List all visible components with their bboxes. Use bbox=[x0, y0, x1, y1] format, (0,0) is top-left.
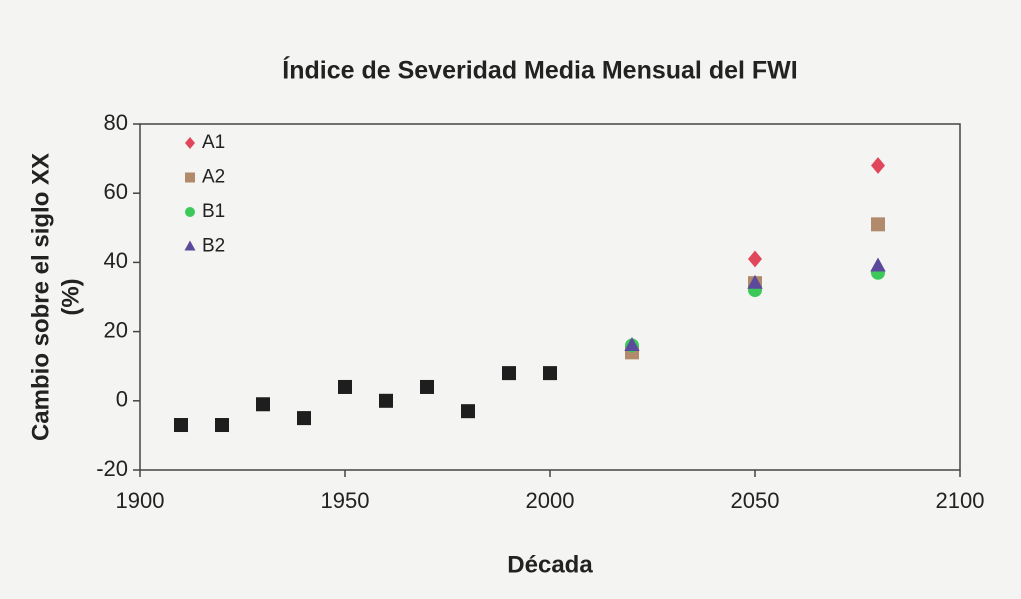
data-point bbox=[748, 250, 762, 268]
legend-label: A2 bbox=[202, 167, 225, 188]
x-tick-label: 2050 bbox=[731, 488, 780, 513]
y-tick-label: 80 bbox=[104, 110, 128, 135]
y-tick-label: -20 bbox=[96, 456, 128, 481]
data-point bbox=[338, 379, 352, 394]
legend-marker bbox=[184, 240, 196, 251]
legend-marker bbox=[185, 137, 195, 149]
data-point bbox=[624, 337, 640, 352]
x-tick-label: 2000 bbox=[526, 488, 575, 513]
chart-title: Índice de Severidad Media Mensual del FW… bbox=[282, 56, 797, 85]
data-point bbox=[871, 217, 885, 232]
legend-marker bbox=[185, 207, 195, 217]
data-point bbox=[215, 418, 229, 433]
x-axis-label: Década bbox=[507, 551, 593, 578]
data-point bbox=[502, 366, 516, 381]
data-point bbox=[420, 379, 434, 394]
data-point bbox=[379, 393, 393, 408]
data-point bbox=[747, 274, 763, 289]
legend-label: B2 bbox=[202, 236, 225, 257]
y-axis-label: (%) bbox=[57, 278, 84, 315]
y-tick-label: 20 bbox=[104, 317, 128, 342]
data-point bbox=[461, 404, 475, 419]
x-tick-label: 1950 bbox=[321, 488, 370, 513]
data-point bbox=[256, 397, 270, 412]
legend-label: A1 bbox=[202, 132, 225, 153]
y-tick-label: 60 bbox=[104, 179, 128, 204]
data-point bbox=[543, 366, 557, 381]
x-tick-label: 2100 bbox=[936, 488, 985, 513]
x-tick-label: 1900 bbox=[116, 488, 165, 513]
data-point bbox=[297, 411, 311, 426]
y-tick-label: 0 bbox=[116, 387, 128, 412]
data-point bbox=[871, 157, 885, 174]
y-axis-label: Cambio sobre el siglo XX bbox=[27, 153, 54, 441]
data-point bbox=[870, 257, 886, 272]
legend-label: B1 bbox=[202, 201, 225, 222]
legend-marker bbox=[185, 172, 195, 183]
y-tick-label: 40 bbox=[104, 248, 128, 273]
data-point bbox=[174, 418, 188, 433]
